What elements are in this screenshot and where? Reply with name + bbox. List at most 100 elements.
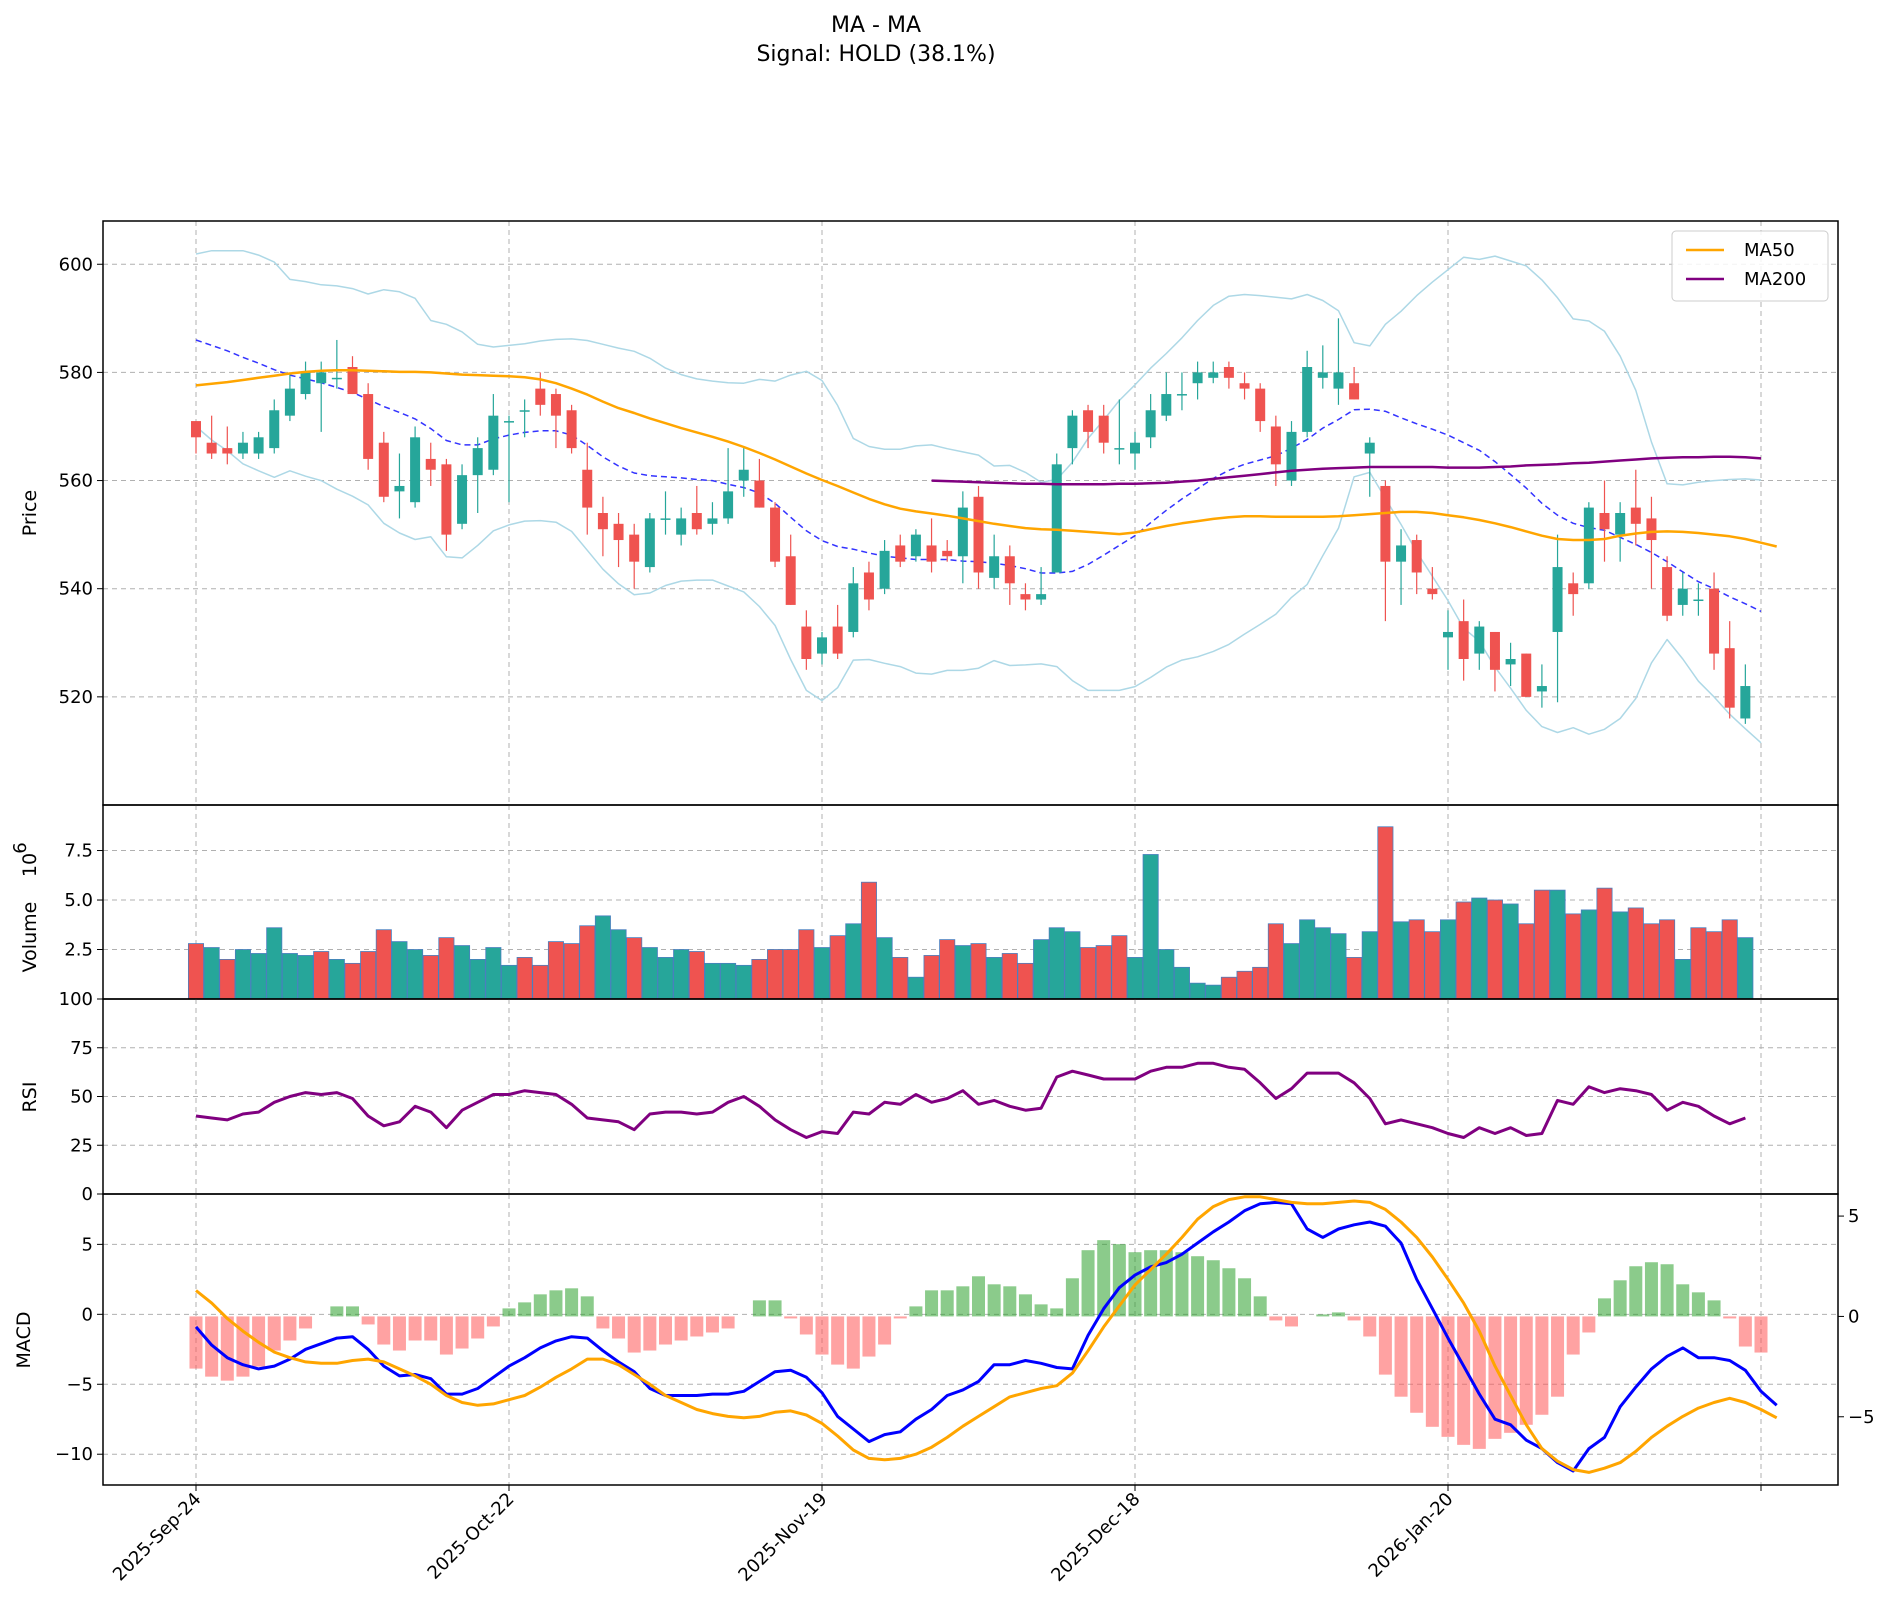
- candle-body: [863, 572, 874, 600]
- macd-histogram-bar: [486, 1316, 500, 1327]
- candle-body: [738, 469, 749, 481]
- candle-body: [206, 442, 217, 454]
- macd-histogram-bar: [1441, 1316, 1455, 1437]
- macd-histogram-bar: [1410, 1316, 1424, 1413]
- candle-body: [676, 518, 687, 535]
- volume-bar: [1580, 909, 1597, 1000]
- macd-histogram-bar: [831, 1316, 845, 1365]
- macd-histogram-bar: [1425, 1316, 1439, 1427]
- candle-body: [1536, 686, 1547, 692]
- volume-bar: [860, 881, 877, 1000]
- macd-histogram-bar: [1676, 1284, 1690, 1317]
- volume-bar: [1502, 903, 1519, 1000]
- candle-body: [785, 556, 796, 605]
- candle-body: [1286, 431, 1297, 481]
- macd-secondary-ytick-label: 0: [1848, 1306, 1859, 1327]
- volume-bar: [735, 964, 752, 1000]
- volume-multiplier-base: 10: [19, 853, 41, 877]
- macd-histogram-bar: [1253, 1296, 1267, 1317]
- macd-histogram-bar: [1363, 1316, 1377, 1337]
- macd-histogram-bar: [1034, 1304, 1048, 1317]
- macd-histogram-bar: [1535, 1316, 1549, 1415]
- candle-body: [331, 377, 342, 380]
- macd-histogram-bar: [1566, 1316, 1580, 1355]
- candle-body: [629, 534, 640, 562]
- volume-bar: [1127, 957, 1144, 1000]
- macd-histogram-bar: [1504, 1316, 1518, 1433]
- rsi-ytick-label: 100: [59, 989, 93, 1010]
- rsi-ytick-label: 25: [70, 1135, 93, 1156]
- candle-body: [1192, 372, 1203, 384]
- macd-histogram-bar: [1519, 1316, 1533, 1425]
- macd-histogram-bar: [1691, 1292, 1705, 1317]
- candle-body: [1161, 394, 1172, 416]
- candle-body: [989, 556, 1000, 578]
- candle-body: [1302, 367, 1313, 432]
- macd-histogram-bar: [1551, 1316, 1565, 1397]
- macd-histogram-bar: [392, 1316, 406, 1351]
- volume-bar: [234, 949, 251, 1000]
- candle-body: [472, 448, 483, 476]
- bollinger-mid-line: [195, 339, 1762, 613]
- macd-histogram-bar: [987, 1284, 1001, 1317]
- volume-bar: [1142, 854, 1159, 1000]
- candle-body: [347, 367, 358, 395]
- volume-bar: [1111, 935, 1128, 1000]
- candle-body: [644, 518, 655, 568]
- candle-body: [425, 458, 436, 470]
- volume-bar: [1064, 931, 1081, 1000]
- macd-histogram-bar: [1644, 1262, 1658, 1317]
- volume-bar: [798, 929, 815, 1000]
- macd-histogram-bar: [815, 1316, 829, 1355]
- rsi-ytick-label: 50: [70, 1087, 93, 1108]
- candle-body: [1145, 410, 1156, 438]
- volume-bar: [1627, 907, 1644, 1000]
- macd-histogram-bar: [972, 1276, 985, 1317]
- candle-body: [1568, 583, 1579, 595]
- macd-line: [194, 1200, 1778, 1473]
- macd-histogram-bar: [674, 1316, 688, 1341]
- macd-histogram-bar: [659, 1316, 672, 1345]
- candle-body: [566, 410, 577, 449]
- macd-histogram-bar: [1222, 1268, 1236, 1317]
- macd-histogram-bar: [1097, 1240, 1111, 1317]
- price-axes-frame: [102, 220, 1839, 806]
- candle-body: [1255, 388, 1266, 422]
- volume-bar: [704, 962, 721, 1000]
- candle-body: [582, 469, 593, 508]
- macd-histogram-bar: [471, 1316, 485, 1339]
- macd-ylabel: MACD: [13, 1312, 35, 1369]
- volume-bar: [1189, 982, 1206, 1000]
- volume-bar: [1518, 923, 1535, 1000]
- candle-body: [394, 485, 405, 492]
- volume-bar: [1173, 966, 1190, 1000]
- volume-bar: [297, 955, 314, 1000]
- volume-bar: [438, 937, 455, 1000]
- macd-ytick-label: 5: [82, 1234, 93, 1255]
- candle-body: [1583, 507, 1594, 584]
- volume-bar: [970, 943, 987, 1000]
- candle-body: [253, 437, 264, 454]
- date-tick-label: 2025-Nov-19: [734, 1489, 831, 1586]
- volume-bar: [1440, 919, 1457, 1000]
- volume-bar: [266, 927, 283, 1000]
- candle-body: [801, 626, 812, 659]
- candle-body: [457, 475, 468, 524]
- macd-histogram-bar: [1660, 1264, 1674, 1317]
- volume-bar: [1205, 984, 1222, 1000]
- macd-histogram-bar: [236, 1316, 250, 1377]
- volume-bar: [469, 959, 486, 1000]
- volume-bar: [845, 923, 862, 1000]
- candle-body: [1130, 442, 1140, 454]
- volume-bar: [720, 962, 737, 1000]
- volume-bar: [751, 959, 768, 1000]
- volume-bar: [1706, 931, 1723, 1000]
- macd-histogram-bar: [502, 1308, 516, 1317]
- macd-histogram-bar: [1723, 1316, 1737, 1319]
- candle-body: [237, 442, 248, 454]
- volume-bar: [986, 957, 1003, 1000]
- volume-bar: [1001, 953, 1018, 1000]
- candle-body: [895, 545, 906, 562]
- macd-secondary-ytick-label: 5: [1848, 1206, 1859, 1227]
- macd-histogram-bar: [596, 1316, 610, 1329]
